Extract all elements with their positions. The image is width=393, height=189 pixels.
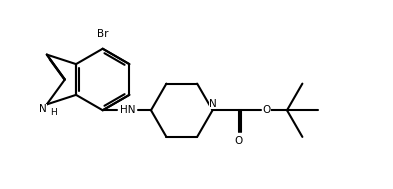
Text: N: N: [209, 98, 217, 108]
Text: N: N: [39, 105, 47, 115]
Text: O: O: [235, 136, 243, 146]
Text: Br: Br: [97, 29, 108, 40]
Text: H: H: [50, 108, 57, 117]
Text: HN: HN: [120, 105, 136, 115]
Text: O: O: [263, 105, 271, 115]
